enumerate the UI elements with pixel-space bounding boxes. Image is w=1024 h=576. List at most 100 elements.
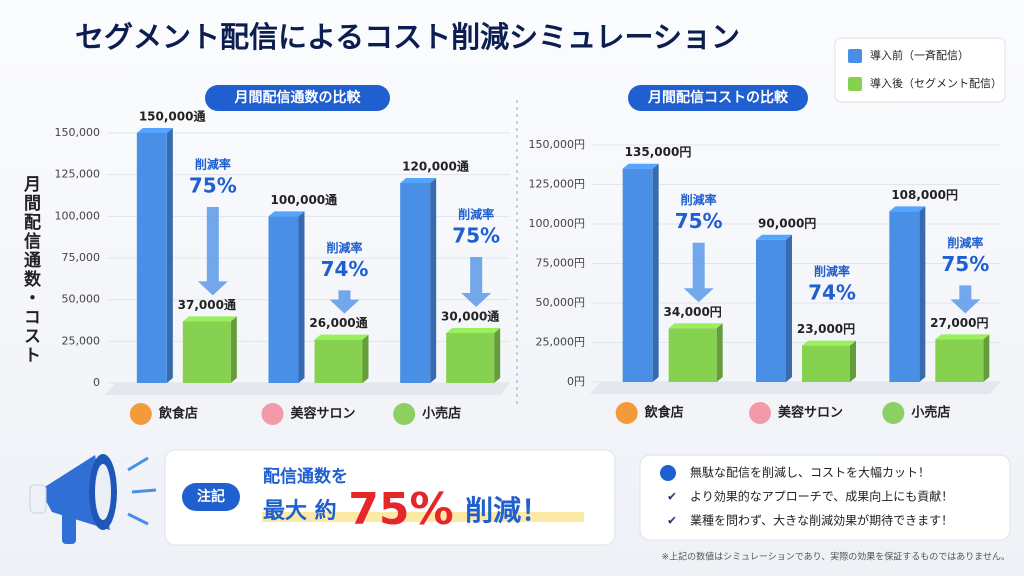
- bar-side: [850, 340, 856, 382]
- callout-prefix: 最大 約: [263, 498, 337, 524]
- reduction-arrow: [683, 242, 714, 303]
- data-label: 150,000通: [139, 109, 206, 124]
- bar-top: [802, 340, 856, 346]
- reduction-caption: 削減率: [195, 157, 231, 172]
- reduction-rate: 75%: [452, 224, 500, 248]
- category-icon: [393, 403, 416, 425]
- bar-top: [182, 316, 237, 322]
- x-tick-label: 小売店: [422, 406, 461, 422]
- category-icon: [129, 403, 152, 425]
- bar: [182, 321, 231, 383]
- callout-badge: [182, 483, 240, 511]
- bar: [802, 345, 850, 382]
- reduction-rate: 75%: [675, 209, 723, 233]
- checklist-item: 無駄な配信を削減し、コストを大幅カット！: [690, 465, 930, 480]
- bar-top: [268, 211, 305, 217]
- bar-side: [298, 211, 305, 383]
- bar: [314, 339, 363, 383]
- callout-badge-text: 注記: [197, 488, 225, 505]
- checklist-item: より効果的なアプローチで、成果向上にも貢献！: [690, 489, 953, 504]
- bar-top: [136, 128, 173, 133]
- data-label: 23,000円: [797, 322, 855, 336]
- page-title: セグメント配信によるコスト削減シミュレーション: [75, 20, 740, 54]
- bar-top: [935, 334, 990, 340]
- bar-top: [756, 234, 792, 240]
- legend-label: 導入前（一斉配信）: [870, 48, 969, 62]
- reduction-caption: 削減率: [947, 235, 983, 250]
- data-label: 90,000円: [758, 216, 816, 230]
- data-label: 30,000通: [441, 309, 499, 324]
- bar: [622, 168, 653, 382]
- legend-swatch: [848, 77, 862, 91]
- y-tick-label: 150,000円: [529, 138, 586, 151]
- x-tick-label: 飲食店: [644, 405, 684, 421]
- bar-side: [983, 334, 990, 382]
- data-label: 100,000通: [271, 192, 338, 207]
- bar: [136, 133, 167, 383]
- bar: [889, 211, 920, 382]
- callout-highlight: 75%: [348, 484, 453, 535]
- bar: [268, 216, 299, 383]
- y-tick-label: 125,000: [55, 168, 101, 181]
- category-icon: [261, 403, 284, 425]
- y-tick-label: 150,000: [55, 126, 101, 139]
- category-icon: [749, 402, 771, 424]
- data-label: 27,000円: [930, 316, 988, 330]
- reduction-arrow: [461, 257, 492, 307]
- legend-label: 導入後（セグメント配信）: [870, 76, 1002, 90]
- bar: [935, 339, 984, 382]
- check-mark: ✔: [667, 514, 677, 528]
- y-tick-label: 100,000: [55, 209, 101, 222]
- data-label: 108,000円: [891, 188, 958, 202]
- reduction-rate: 74%: [321, 257, 369, 281]
- reduction-caption: 削減率: [681, 192, 717, 207]
- legend: [834, 37, 1006, 103]
- data-label: 37,000通: [178, 297, 236, 312]
- bar-top: [889, 206, 926, 212]
- footnote: ※上記の数値はシミュレーションであり、実際の効果を保証するものではありません。: [662, 551, 1010, 563]
- y-tick-label: 75,000: [62, 251, 101, 264]
- reduction-caption: 削減率: [458, 207, 494, 222]
- x-tick-label: 飲食店: [158, 406, 198, 422]
- checklist-item: 業種を問わず、大きな削減効果が期待できます！: [690, 513, 953, 528]
- category-icon: [882, 402, 905, 424]
- data-label: 34,000円: [664, 305, 722, 319]
- y-tick-label: 25,000円: [536, 336, 586, 349]
- chart-title: 月間配信コストの比較: [647, 89, 789, 106]
- category-icon: [615, 402, 638, 424]
- chart-title: 月間配信通数の比較: [234, 89, 362, 106]
- x-tick-label: 小売店: [911, 405, 950, 421]
- x-tick-label: 美容サロン: [291, 406, 356, 422]
- bar-side: [362, 334, 369, 383]
- bar-top: [400, 178, 437, 183]
- bar-top: [668, 323, 723, 329]
- reduction-rate: 75%: [189, 174, 237, 198]
- chart-title-pill: [628, 85, 808, 111]
- legend-swatch: [848, 49, 862, 63]
- callout-line1: 配信通数を: [263, 466, 348, 487]
- callout-suffix: 削減！: [465, 494, 549, 527]
- data-label: 120,000通: [402, 159, 469, 174]
- bar-side: [716, 323, 723, 382]
- y-tick-label: 50,000: [62, 293, 101, 306]
- data-label: 26,000通: [309, 315, 367, 330]
- bar-side: [430, 178, 437, 383]
- chart-floor: [590, 382, 1000, 394]
- reduction-caption: 削減率: [814, 263, 850, 278]
- y-tick-label: 100,000円: [529, 217, 586, 230]
- bar-side: [652, 163, 659, 382]
- y-tick-label: 50,000円: [536, 296, 586, 309]
- bar-side: [494, 328, 501, 383]
- bar-top: [622, 163, 659, 169]
- reduction-rate: 75%: [941, 252, 989, 276]
- chart-floor: [105, 383, 510, 395]
- bar-side: [786, 234, 792, 382]
- bar: [668, 328, 717, 382]
- check-mark: ✔: [667, 490, 677, 504]
- bar-side: [230, 316, 237, 383]
- bar-side: [919, 206, 926, 382]
- bar-side: [166, 128, 173, 383]
- reduction-arrow: [329, 290, 360, 314]
- y-tick-label: 0: [93, 376, 100, 389]
